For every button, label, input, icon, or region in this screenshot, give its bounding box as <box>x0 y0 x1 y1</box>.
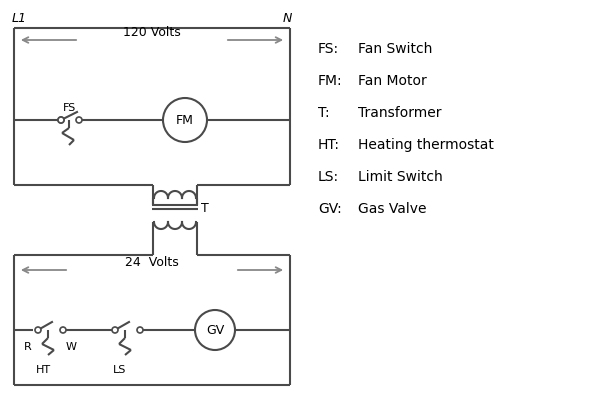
Text: T:: T: <box>318 106 330 120</box>
Text: 120 Volts: 120 Volts <box>123 26 181 39</box>
Circle shape <box>58 117 64 123</box>
Text: HT:: HT: <box>318 138 340 152</box>
Text: FS:: FS: <box>318 42 339 56</box>
Text: LS:: LS: <box>318 170 339 184</box>
Circle shape <box>58 117 64 123</box>
Text: W: W <box>65 342 77 352</box>
Text: GV:: GV: <box>318 202 342 216</box>
Circle shape <box>35 327 41 333</box>
Text: Gas Valve: Gas Valve <box>358 202 427 216</box>
Circle shape <box>137 327 143 333</box>
Circle shape <box>112 327 118 333</box>
Text: Fan Motor: Fan Motor <box>358 74 427 88</box>
Circle shape <box>195 310 235 350</box>
Circle shape <box>76 117 82 123</box>
Circle shape <box>60 327 66 333</box>
Text: Limit Switch: Limit Switch <box>358 170 442 184</box>
Text: R: R <box>24 342 32 352</box>
Text: 24  Volts: 24 Volts <box>125 256 179 269</box>
Text: Heating thermostat: Heating thermostat <box>358 138 494 152</box>
Text: FM:: FM: <box>318 74 343 88</box>
Text: GV: GV <box>206 324 224 336</box>
Text: Fan Switch: Fan Switch <box>358 42 432 56</box>
Text: L1: L1 <box>12 12 27 25</box>
Text: LS: LS <box>113 365 127 375</box>
Text: HT: HT <box>35 365 51 375</box>
Text: FM: FM <box>176 114 194 126</box>
Text: FS: FS <box>63 103 76 113</box>
Circle shape <box>163 98 207 142</box>
Text: T: T <box>201 202 209 214</box>
Text: N: N <box>283 12 292 25</box>
Text: Transformer: Transformer <box>358 106 441 120</box>
